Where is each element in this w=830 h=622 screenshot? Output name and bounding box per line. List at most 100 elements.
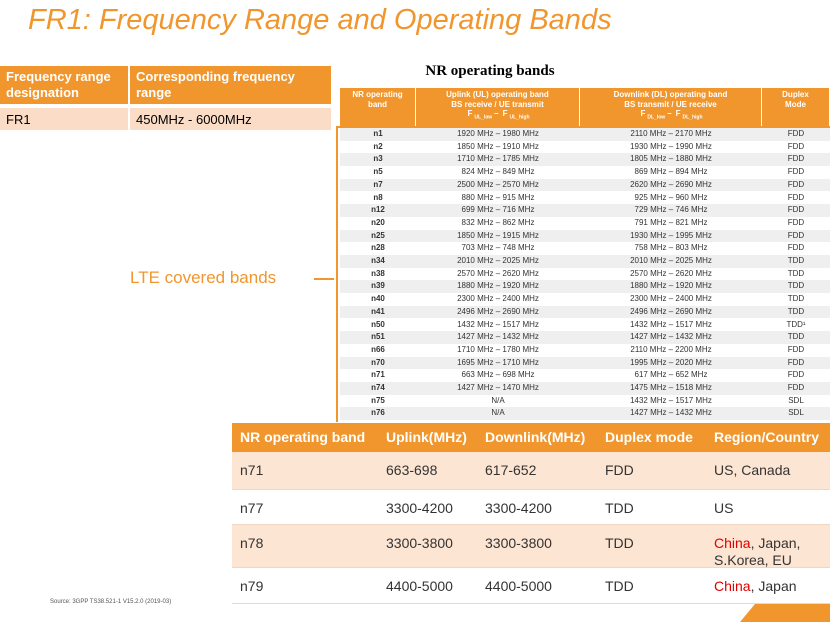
nr-cell: FDD xyxy=(787,344,805,354)
band-header-cell: Uplink(MHz) xyxy=(378,423,477,452)
band-header-cell: Duplex mode xyxy=(597,423,706,452)
nr-row-bg xyxy=(340,204,830,217)
formula-base: – xyxy=(667,109,672,118)
nr-cell: 2010 MHz – 2025 MHz xyxy=(457,256,539,265)
nr-cell: 1710 MHz – 1780 MHz xyxy=(457,344,539,354)
nr-cell: 1427 MHz – 1470 MHz xyxy=(457,383,539,392)
nr-cell: n20 xyxy=(371,217,385,227)
region-part: China xyxy=(714,578,751,594)
band-header-cell: Downlink(MHz) xyxy=(477,423,597,452)
nr-cell: FDD xyxy=(787,154,805,164)
nr-cell: n74 xyxy=(371,383,385,392)
nr-cell: 1475 MHz – 1518 MHz xyxy=(630,383,712,392)
nr-cell: 703 MHz – 748 MHz xyxy=(461,243,535,253)
band-header-cell: Region/Country xyxy=(706,423,830,452)
nr-cell: 1880 MHz – 1920 MHz xyxy=(630,281,712,291)
nr-cell: n25 xyxy=(371,230,385,240)
formula-sub: DL_low xyxy=(647,114,666,121)
band-cell: TDD xyxy=(605,535,634,551)
band-row-bg xyxy=(232,525,830,568)
nr-header-formula: F DL_low – F DL_high xyxy=(580,109,761,123)
nr-cell: 832 MHz – 862 MHz xyxy=(461,217,535,227)
nr-header-line: Mode xyxy=(785,99,806,109)
nr-cell: FDD xyxy=(787,357,805,367)
formula-sub: UL_high xyxy=(509,114,530,121)
nr-cell: FDD xyxy=(787,230,805,240)
region-part: , Japan xyxy=(750,578,797,594)
nr-header-line: Duplex xyxy=(782,90,809,99)
nr-header-line: band xyxy=(367,99,388,109)
formula-sub: UL_low xyxy=(474,114,493,121)
nr-row-bg xyxy=(340,229,830,243)
formula-base: F xyxy=(467,109,473,118)
nr-cell: SDL xyxy=(788,408,804,418)
band-cell: TDD xyxy=(605,578,634,594)
nr-row-bg xyxy=(340,128,830,141)
bracket xyxy=(336,126,830,422)
nr-cell: FDD xyxy=(787,141,805,151)
nr-cell: 663 MHz – 698 MHz xyxy=(461,370,535,380)
nr-row-bg xyxy=(340,191,830,205)
title: FR1: Frequency Range and Operating Bands xyxy=(28,4,612,36)
source: Source: 3GPP TS38.521-1 V15.2.0 (2019-03… xyxy=(50,599,172,605)
nr-cell: n51 xyxy=(371,332,385,342)
region-part: , Japan, S.Korea, EU xyxy=(714,535,801,568)
nr-cell: 824 MHz – 849 MHz xyxy=(461,167,535,177)
nr-row-bg xyxy=(340,369,830,382)
nr-row-bg xyxy=(340,331,830,344)
nr-cell: n3 xyxy=(373,154,383,164)
nr-row-bg xyxy=(340,153,830,167)
fr-cell: 450MHz - 6000MHz xyxy=(130,108,331,130)
nr-row-bg xyxy=(340,242,830,255)
nr-cell: 2110 MHz – 2200 MHz xyxy=(630,344,712,354)
nr-cell: 1427 MHz – 1432 MHz xyxy=(457,332,539,342)
nr-cell: n50 xyxy=(371,319,385,329)
band-cell: 3300-4200 xyxy=(386,500,453,516)
band-cell: 3300-3800 xyxy=(386,535,453,551)
nr-header-line: Downlink (DL) operating band xyxy=(613,90,728,99)
nr-cell: 1880 MHz – 1920 MHz xyxy=(457,281,539,291)
nr-cell: n71 xyxy=(371,370,385,380)
corner-shape xyxy=(740,598,830,622)
band-cell: 3300-4200 xyxy=(485,500,552,516)
band-cell: TDD xyxy=(605,500,634,516)
band-header-cell: NR operating band xyxy=(232,423,378,452)
band-cell: 3300-3800 xyxy=(485,535,552,551)
formula-base: F xyxy=(675,109,681,118)
nr-cell: 1432 MHz – 1517 MHz xyxy=(630,319,712,329)
nr-cell: FDD xyxy=(787,243,805,253)
nr-cell: n39 xyxy=(371,281,385,291)
nr-cell: 1850 MHz – 1915 MHz xyxy=(457,230,539,240)
nr-cell: 791 MHz – 821 MHz xyxy=(634,217,708,227)
band-cell: 4400-5000 xyxy=(485,578,552,594)
nr-cell: 2496 MHz – 2690 MHz xyxy=(457,306,539,316)
nr-cell: 758 MHz – 803 MHz xyxy=(634,243,708,253)
nr-row-bg xyxy=(340,267,830,281)
nr-cell: FDD xyxy=(787,217,805,227)
nr-cell: FDD xyxy=(787,192,805,202)
band-cell: n77 xyxy=(240,500,264,516)
nr-header-line: Uplink (UL) operating band xyxy=(446,90,549,99)
nr-row-bg xyxy=(340,255,830,268)
nr-cell: TDD xyxy=(787,294,805,304)
nr-cell: FDD xyxy=(787,179,805,189)
nr-cell: N/A xyxy=(491,395,505,405)
annotation-line xyxy=(314,278,334,280)
band-cell: 663-698 xyxy=(386,462,438,478)
fr-header-cell: Corresponding frequency range xyxy=(130,66,331,104)
nr-cell: 1710 MHz – 1785 MHz xyxy=(457,154,539,164)
nr-row-bg xyxy=(340,140,830,154)
band-cell: 617-652 xyxy=(485,462,537,478)
nr-cell: 1850 MHz – 1910 MHz xyxy=(457,141,539,151)
region-part: China xyxy=(714,535,751,551)
nr-cell: 2570 MHz – 2620 MHz xyxy=(630,268,712,278)
nr-cell: TDD xyxy=(787,306,805,316)
nr-cell: 1432 MHz – 1517 MHz xyxy=(457,319,539,329)
nr-header-line: BS receive / UE transmit xyxy=(451,99,544,109)
nr-cell: n7 xyxy=(373,179,383,189)
nr-cell: 729 MHz – 746 MHz xyxy=(634,205,708,215)
nr-cell: n66 xyxy=(371,344,385,354)
band-cell: US, Canada xyxy=(706,452,830,489)
formula-base: F xyxy=(502,109,508,118)
